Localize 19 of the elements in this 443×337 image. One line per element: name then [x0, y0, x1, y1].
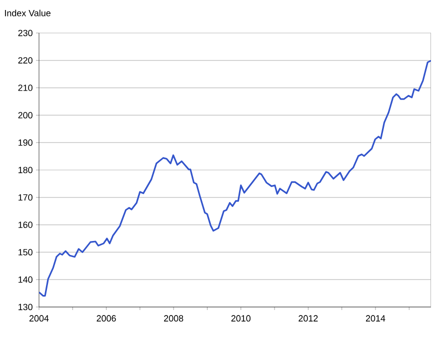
line-series [39, 60, 432, 297]
y-tick-label: 230 [18, 30, 32, 36]
y-tick-label: 190 [18, 139, 32, 146]
y-tick-label: 150 [18, 249, 32, 256]
y-tick-label: 140 [18, 276, 32, 283]
y-tick-label: 210 [18, 84, 32, 91]
y-tick-label: 200 [18, 112, 32, 118]
y-axis-title: Index Value [5, 10, 50, 16]
x-tick-label: 2006 [96, 315, 116, 322]
x-tick-label: 2008 [164, 315, 184, 322]
y-tick-label: 170 [18, 194, 32, 201]
x-tick-label: 2010 [231, 315, 251, 322]
y-tick-label: 180 [18, 166, 32, 174]
y-tick-label: 160 [18, 222, 32, 228]
x-tick-label: 2004 [29, 315, 49, 322]
y-tick-label: 220 [18, 57, 32, 64]
x-tick-label: 2014 [366, 315, 386, 322]
x-tick-label: 2012 [298, 315, 318, 322]
y-tick-label: 130 [18, 304, 32, 310]
